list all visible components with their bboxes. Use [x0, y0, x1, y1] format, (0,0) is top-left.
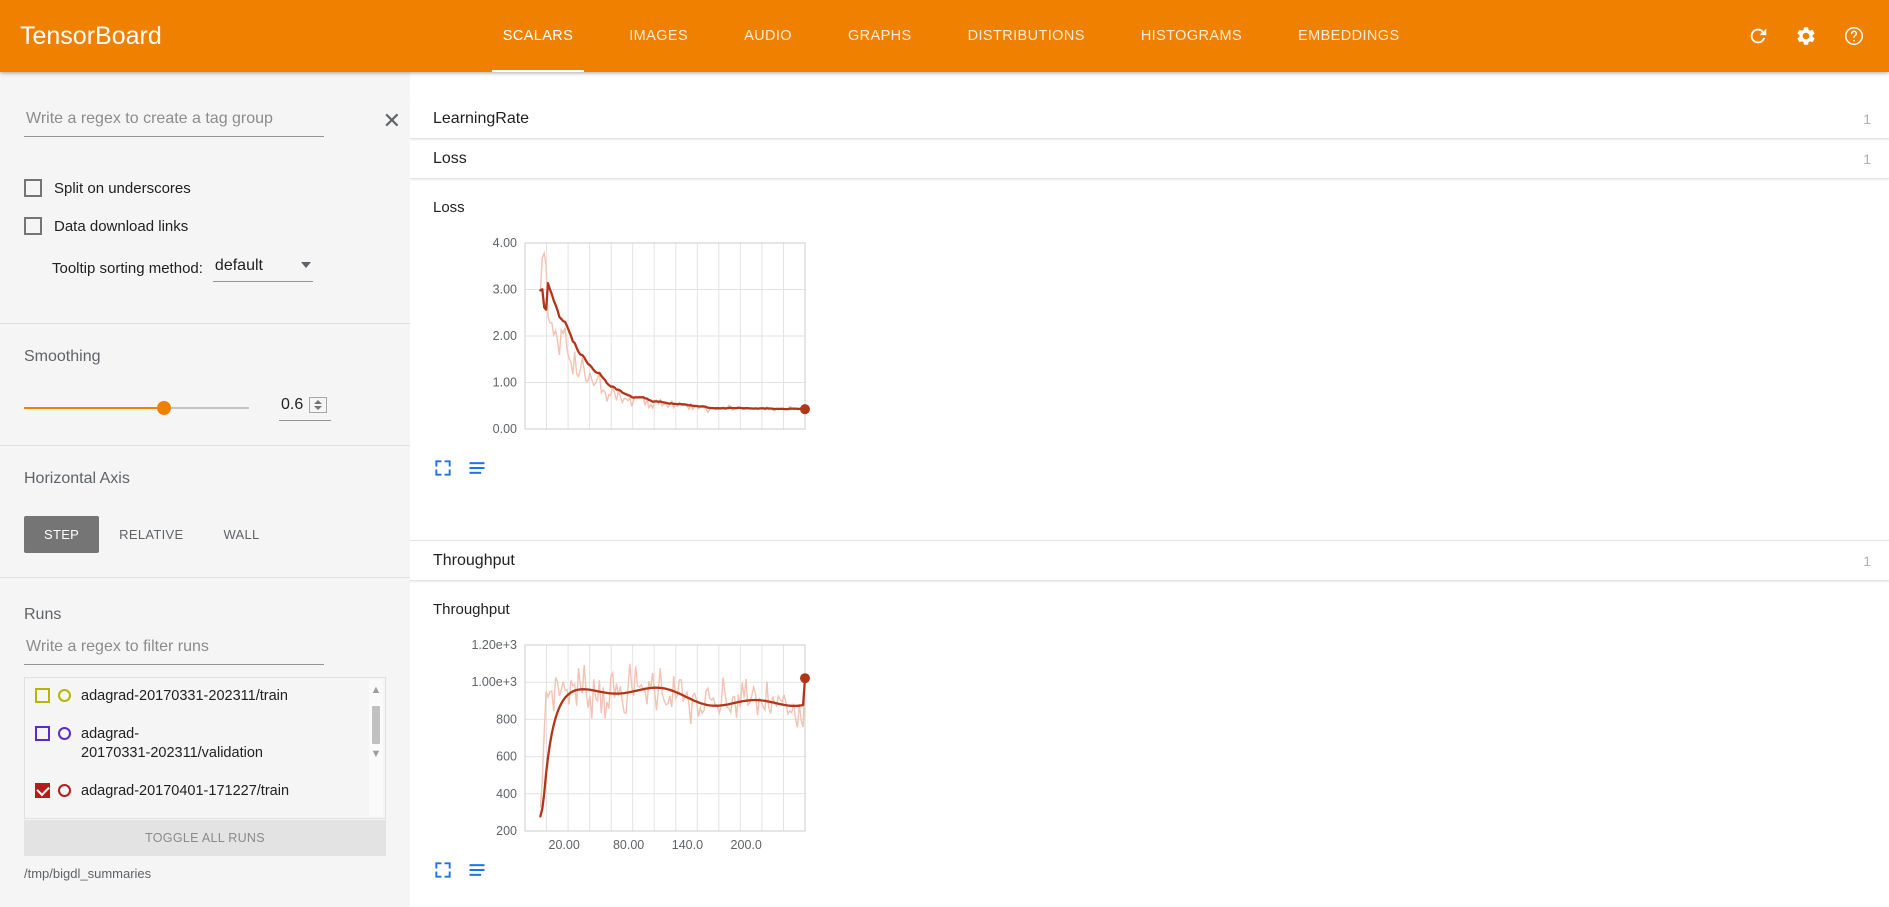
svg-text:4.00: 4.00	[493, 236, 517, 250]
svg-text:200.0: 200.0	[731, 838, 762, 852]
svg-text:140.0: 140.0	[672, 838, 703, 852]
svg-text:1.00e+3: 1.00e+3	[471, 675, 517, 689]
svg-text:2.00: 2.00	[493, 329, 517, 343]
svg-text:400: 400	[496, 787, 517, 801]
svg-text:800: 800	[496, 712, 517, 726]
svg-text:0.00: 0.00	[493, 422, 517, 436]
svg-text:3.00: 3.00	[493, 283, 517, 297]
svg-text:200: 200	[496, 824, 517, 838]
svg-text:80.00: 80.00	[613, 838, 644, 852]
svg-text:1.00: 1.00	[493, 376, 517, 390]
svg-text:1.20e+3: 1.20e+3	[471, 638, 517, 652]
svg-text:20.00: 20.00	[549, 838, 580, 852]
svg-text:600: 600	[496, 750, 517, 764]
